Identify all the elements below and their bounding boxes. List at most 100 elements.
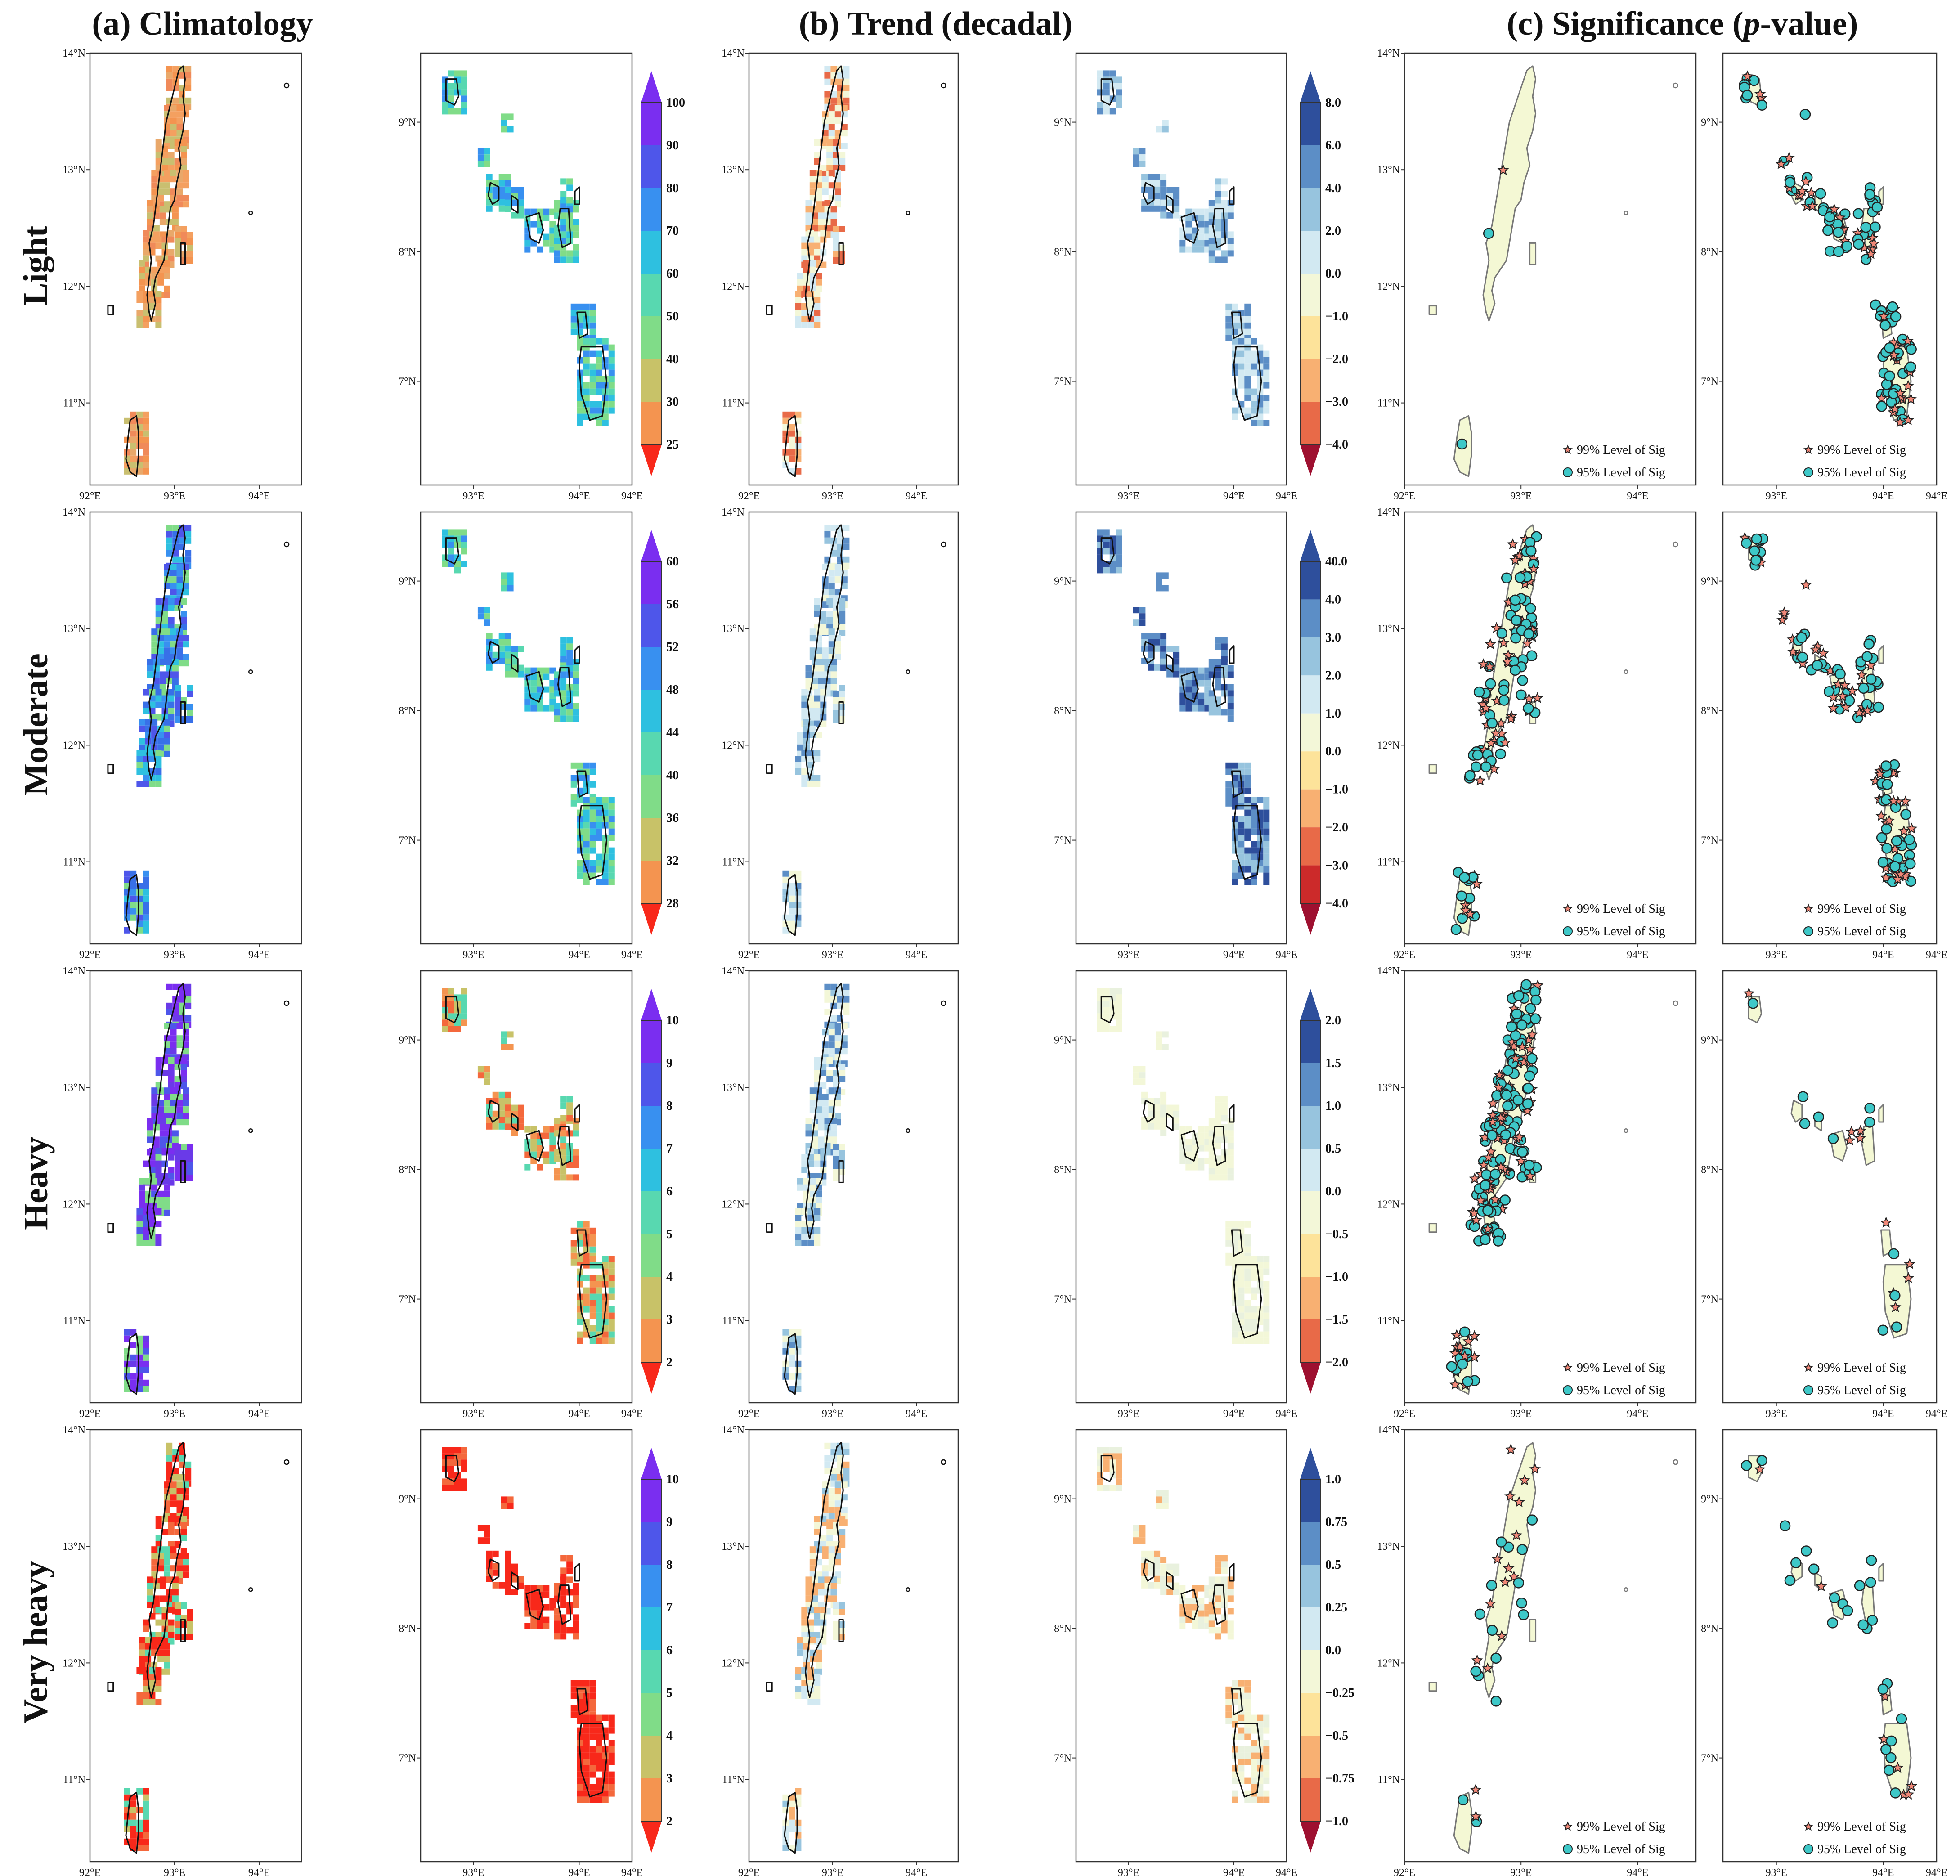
grid-cell bbox=[1198, 692, 1205, 699]
grid-cell bbox=[596, 803, 602, 810]
grid-cell bbox=[828, 1100, 835, 1107]
grid-cell bbox=[1103, 1459, 1110, 1466]
grid-cell bbox=[1173, 658, 1180, 665]
grid-cell bbox=[168, 236, 175, 243]
grid-cell bbox=[589, 822, 596, 829]
grid-cell bbox=[155, 1619, 162, 1626]
grid-cell bbox=[454, 535, 461, 542]
grid-cell bbox=[175, 245, 181, 251]
grid-cell bbox=[143, 1800, 149, 1807]
grid-cell bbox=[164, 1649, 170, 1656]
grid-cell bbox=[1148, 174, 1154, 180]
sig95-marker bbox=[1513, 990, 1525, 1001]
grid-cell bbox=[1263, 1300, 1270, 1306]
grid-cell bbox=[596, 357, 602, 364]
grid-cell bbox=[136, 1360, 143, 1367]
island-outline bbox=[574, 186, 580, 205]
grid-cell bbox=[1244, 1275, 1251, 1281]
grid-cell bbox=[577, 303, 583, 310]
grid-cell bbox=[1116, 76, 1122, 83]
grid-cell bbox=[1257, 797, 1264, 803]
grid-cell bbox=[801, 775, 808, 781]
grid-cell bbox=[814, 708, 821, 714]
grid-cell bbox=[168, 255, 175, 262]
grid-cell bbox=[1238, 762, 1245, 769]
grid-cell bbox=[577, 420, 583, 426]
grid-cell bbox=[573, 1130, 579, 1137]
grid-cell bbox=[828, 1500, 835, 1507]
grid-cell bbox=[143, 1699, 149, 1705]
sig95-marker bbox=[1864, 1117, 1875, 1128]
grid-cell bbox=[159, 1143, 166, 1149]
grid-cell bbox=[1192, 686, 1198, 693]
sig95-marker bbox=[1526, 1514, 1538, 1526]
grid-cell bbox=[814, 1613, 821, 1620]
grid-cell bbox=[828, 564, 835, 570]
island-outline bbox=[146, 65, 186, 322]
grid-cell bbox=[824, 525, 831, 531]
grid-cell bbox=[185, 66, 192, 72]
grid-cell bbox=[602, 803, 609, 810]
sig95-marker bbox=[1459, 872, 1470, 883]
grid-cell bbox=[172, 1130, 179, 1137]
grid-cell bbox=[175, 1175, 181, 1181]
grid-cell bbox=[1185, 233, 1192, 240]
grid-cell bbox=[843, 543, 850, 550]
grid-cell bbox=[554, 250, 561, 257]
grid-cell bbox=[175, 251, 181, 257]
lon-tick-label: 94°E bbox=[1223, 1867, 1245, 1876]
sig95-marker bbox=[1900, 809, 1911, 820]
grid-cell bbox=[187, 1615, 193, 1621]
grid-cell bbox=[1263, 803, 1270, 810]
grid-cell bbox=[181, 1144, 187, 1150]
grid-cell bbox=[589, 1680, 596, 1687]
grid-cell bbox=[554, 206, 561, 213]
map-frame bbox=[89, 1429, 302, 1863]
grid-cell bbox=[1251, 1746, 1257, 1753]
grid-cell bbox=[560, 231, 567, 238]
sig99-marker bbox=[1902, 380, 1914, 391]
colorbar-min-arrow bbox=[1300, 903, 1321, 935]
grid-cell bbox=[448, 1447, 454, 1454]
grid-cell bbox=[143, 1619, 149, 1626]
grid-cell bbox=[589, 1721, 596, 1728]
grid-cell bbox=[187, 710, 193, 716]
grid-cell bbox=[136, 750, 143, 756]
lat-tick-label: 12°N bbox=[63, 281, 85, 292]
grid-cell bbox=[822, 1094, 829, 1100]
grid-cell bbox=[187, 716, 193, 723]
grid-cell bbox=[1238, 376, 1245, 382]
grid-cell bbox=[801, 714, 808, 721]
grid-cell bbox=[143, 455, 149, 462]
grid-cell bbox=[180, 617, 187, 624]
grid-cell bbox=[1238, 816, 1245, 822]
grid-cell bbox=[511, 664, 518, 671]
grid-cell bbox=[1244, 803, 1251, 810]
grid-cell bbox=[1263, 420, 1270, 426]
grid-cell bbox=[820, 1535, 827, 1541]
colorbar-tick-label: 100 bbox=[666, 96, 685, 110]
grid-cell bbox=[1141, 1582, 1148, 1589]
grid-cell bbox=[1232, 866, 1238, 873]
sig99-marker bbox=[1806, 200, 1818, 211]
grid-cell bbox=[454, 1485, 461, 1491]
grid-cell bbox=[448, 554, 454, 561]
grid-cell bbox=[176, 589, 183, 596]
grid-cell bbox=[816, 1190, 822, 1197]
grid-cell bbox=[1198, 240, 1205, 247]
grid-cell bbox=[1215, 1555, 1221, 1562]
grid-cell bbox=[1227, 684, 1234, 691]
grid-cell bbox=[130, 908, 137, 915]
grid-cell bbox=[505, 639, 511, 646]
grid-cell bbox=[1221, 643, 1228, 650]
grid-cell bbox=[486, 1550, 493, 1557]
grid-cell bbox=[1225, 335, 1232, 341]
grid-cell bbox=[577, 775, 583, 781]
lon-tick-label: 94°E bbox=[248, 1408, 270, 1420]
grid-cell bbox=[830, 97, 837, 104]
grid-cell bbox=[1227, 1118, 1234, 1124]
sig99-marker bbox=[1516, 1041, 1529, 1052]
grid-cell bbox=[168, 230, 175, 237]
legend-sig95-label: 95% Level of Sig bbox=[1577, 466, 1665, 480]
grid-cell bbox=[577, 310, 583, 316]
